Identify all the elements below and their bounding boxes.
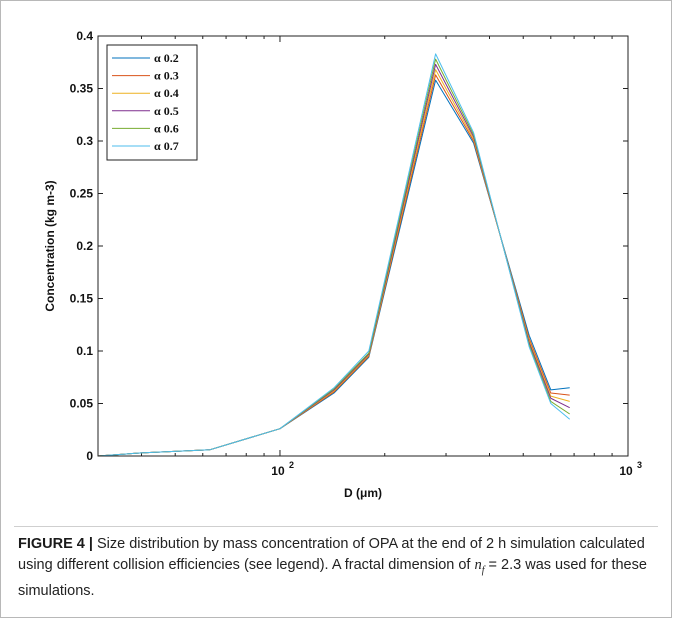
y-tick-label: 0.25 <box>70 187 94 201</box>
legend: α 0.2 α 0.3 α 0.4 α 0.5 α 0.6 α 0.7 <box>106 44 198 161</box>
y-tick-label: 0.4 <box>76 29 93 43</box>
x-tick-label: 10 <box>619 464 633 478</box>
legend-box <box>106 44 198 161</box>
x-tick-label-exponent: 3 <box>637 460 642 470</box>
y-tick-label: 0 <box>86 449 93 463</box>
y-tick-label: 0.2 <box>76 239 93 253</box>
y-tick-label: 0.05 <box>70 397 94 411</box>
y-axis-label: Concentration (kg m-3) <box>43 180 57 311</box>
caption-text-after: = 2.3 was used for these simulations. <box>18 557 647 599</box>
series-line-6 <box>97 53 571 457</box>
y-tick-label: 0.3 <box>76 134 93 148</box>
caption-variable: n <box>474 557 482 573</box>
x-tick-labels: 10 2 10 3 <box>271 460 642 478</box>
x-tick-label: 10 <box>271 464 285 478</box>
legend-label-3: α 0.4 <box>154 86 179 100</box>
x-axis-label: D (μm) <box>344 486 382 500</box>
x-tick-label-exponent: 2 <box>289 460 294 470</box>
legend-label-1: α 0.2 <box>154 51 179 65</box>
y-tick-label: 0.1 <box>76 344 93 358</box>
y-tick-label: 0.15 <box>70 292 94 306</box>
legend-label-2: α 0.3 <box>154 69 179 83</box>
y-tick-labels: 0 0.05 0.1 0.15 0.2 0.25 0.3 0.35 0.4 <box>70 29 94 463</box>
line-chart: 0 0.05 0.1 0.15 0.2 0.25 0.3 0.35 0.4 10 2 10 3 D (… <box>43 29 642 500</box>
plot-border <box>97 35 629 457</box>
y-tick-label: 0.35 <box>70 82 94 96</box>
legend-label-4: α 0.5 <box>154 104 179 118</box>
figure-caption: FIGURE 4 | Size distribution by mass con… <box>18 534 658 602</box>
legend-label-5: α 0.6 <box>154 121 179 135</box>
y-axis-label-group: Concentration (kg m-3) <box>43 180 57 311</box>
caption-variable-subscript: f <box>481 564 485 576</box>
caption-text-before: Size distribution by mass concentration … <box>18 536 645 573</box>
caption-label: FIGURE 4 | <box>18 536 93 552</box>
series-layer <box>97 53 571 457</box>
legend-label-6: α 0.7 <box>154 139 179 153</box>
caption-divider <box>14 526 658 527</box>
